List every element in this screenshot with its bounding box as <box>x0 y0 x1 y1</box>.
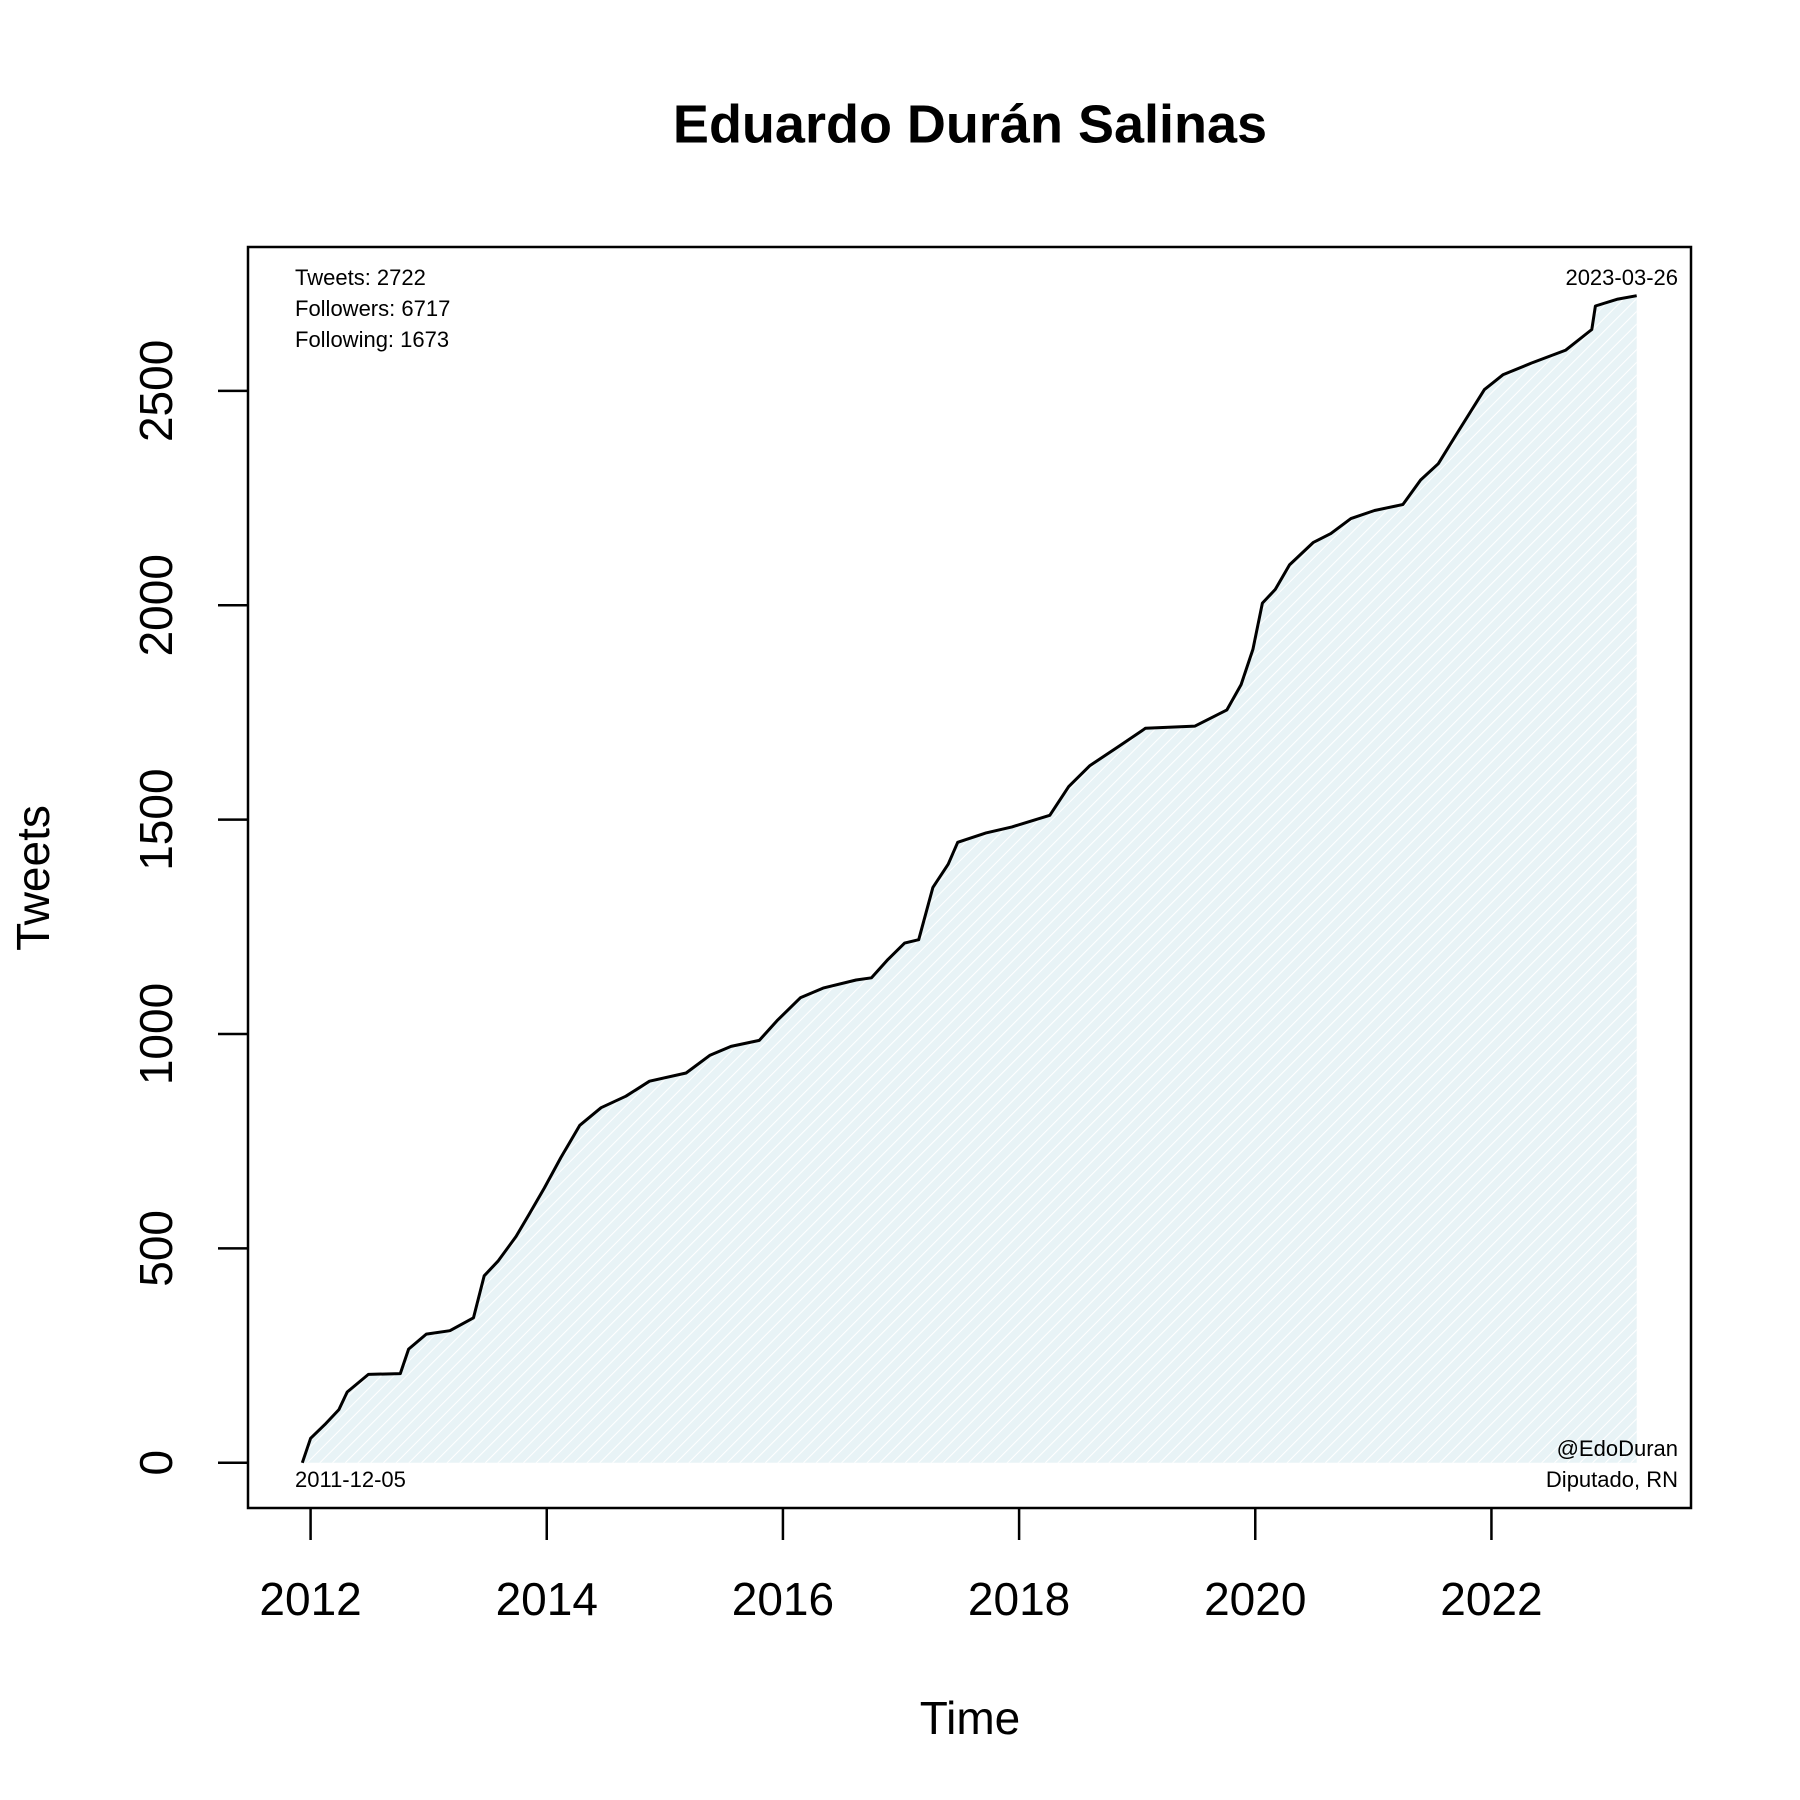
annotation: 2011-12-05 <box>295 1467 406 1492</box>
x-axis-title: Time <box>920 1692 1021 1744</box>
x-tick-label: 2022 <box>1440 1573 1542 1625</box>
y-tick-label: 1500 <box>130 768 182 870</box>
annotation: 2023-03-26 <box>1565 265 1678 290</box>
annotation: Followers: 6717 <box>295 296 450 321</box>
annotation: @EdoDuran <box>1557 1436 1678 1461</box>
plot-frame <box>246 245 1693 1510</box>
annotation: Diputado, RN <box>1546 1467 1678 1492</box>
x-tick-label: 2020 <box>1204 1573 1306 1625</box>
chart-title: Eduardo Durán Salinas <box>673 94 1267 154</box>
y-tick-label: 2000 <box>130 554 182 656</box>
line <box>300 294 1637 1464</box>
x-tick-label: 2014 <box>496 1573 598 1625</box>
area-hatch <box>302 295 1637 1463</box>
y-tick-label: 0 <box>130 1450 182 1476</box>
x-tick-label: 2012 <box>259 1573 361 1625</box>
y-axis-title: Tweets <box>7 805 59 951</box>
y-tick-label: 2500 <box>130 340 182 442</box>
annotation: Tweets: 2722 <box>295 265 426 290</box>
y-tick-label: 500 <box>130 1210 182 1287</box>
annotation: Following: 1673 <box>295 327 449 352</box>
x-tick-label: 2016 <box>732 1573 834 1625</box>
x-tick-label: 2018 <box>968 1573 1070 1625</box>
y-tick-label: 1000 <box>130 983 182 1085</box>
